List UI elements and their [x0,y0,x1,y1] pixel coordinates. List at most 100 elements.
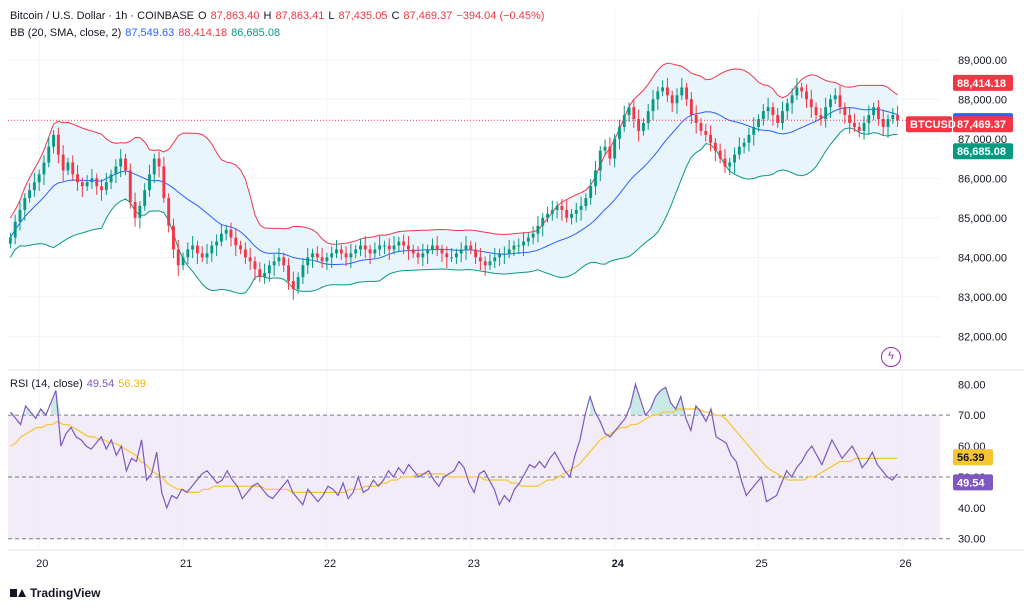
symbol-title: Bitcoin / U.S. Dollar · 1h · COINBASE [10,10,194,22]
bb-legend[interactable]: BB (20, SMA, close, 2) 87,549.63 88,414.18… [10,27,284,39]
rsi-value-label-bg [953,474,993,491]
candle-up [430,245,434,250]
candle-up [359,245,362,250]
candle-up [450,257,454,259]
candle-up [886,119,890,127]
candle-up [296,277,300,289]
candle-down [172,225,175,250]
low-value: 87,435.05 [338,10,388,22]
candle-down [162,166,166,199]
candle-down [320,257,324,262]
candle-up [598,150,602,171]
candle-down [368,249,372,254]
candle-up [66,162,70,171]
symbol-tag-bg [906,116,952,133]
candle-down [853,122,856,127]
candle-up [186,249,190,258]
high-value: 87,863.41 [275,10,325,22]
candle-down [282,257,286,266]
candle-up [181,257,185,266]
candle-up [761,111,765,120]
candle-down [896,115,900,121]
symbol-header: Bitcoin / U.S. Dollar · 1h · COINBASE O 87… [10,10,548,22]
candle-up [148,174,151,191]
flash-icon[interactable]: ϟ [881,347,901,367]
candle-up [541,217,545,226]
bb-label: BB (20, SMA, close, 2) [10,27,122,39]
bb-upper-line [9,62,898,245]
candle-up [272,261,276,266]
candle-down [723,158,727,167]
close-label: C [391,10,400,22]
low-label: L [328,10,335,22]
rsi-overbought-fill [665,387,671,416]
candle-up [531,233,535,238]
candle-up [824,107,828,120]
candle-up [589,186,593,199]
bb-mid-line [9,107,898,265]
candle-down [363,245,367,250]
candle-up [325,257,329,262]
candle-up [13,221,17,238]
candle-up [570,213,573,218]
candle-down [843,107,847,116]
candle-down [608,146,612,159]
candle-up [737,146,741,155]
candle-up [656,91,660,100]
bb-lower-price-label-bg [953,143,1013,160]
candle-up [680,87,684,96]
candle-down [838,95,842,108]
candle-up [219,233,223,242]
candle-up [550,209,554,214]
bb-mid-value: 87,549.63 [125,27,175,39]
candle-up [574,209,578,214]
price-tick-label: 82,000.00 [958,331,1007,343]
bb-lower-value: 86,685.08 [231,27,281,39]
candle-up [37,174,41,183]
candle-up [421,253,425,258]
candle-up [757,119,760,127]
candle-up [502,253,506,255]
candle-up [52,134,55,147]
rsi-tick-label: 30.00 [958,534,986,546]
rsi-overbought-fill [655,390,661,416]
rsi-value: 49.54 [86,378,115,390]
candle-down [440,249,444,254]
candle-up [728,162,732,167]
candle-up [512,245,516,250]
rsi-pane [8,382,950,540]
candle-down [61,154,65,171]
candle-up [454,253,458,258]
candle-down [474,249,478,258]
candle-down [771,107,775,116]
candle-down [128,170,132,203]
candle-up [546,213,549,218]
candle-down [704,130,708,135]
candle-up [152,158,156,175]
price-tick-label: 86,000.00 [958,173,1007,185]
candle-up [752,126,756,135]
candle-down [71,162,75,175]
candle-up [330,253,334,258]
price-labels: 88,414.1887,549.6387,469.3786,685.08BTCU… [8,74,1013,491]
candle-up [138,205,142,218]
rsi-legend[interactable]: RSI (14, close) 49.54 56.39 [10,378,150,390]
candle-up [507,249,511,254]
candle-down [632,107,636,120]
candle-down [253,261,257,270]
candle-down [387,245,391,250]
close-price-label: 87,469.37 [957,119,1006,131]
time-tick-label: 26 [899,558,911,570]
candle-up [785,103,789,112]
bb-upper-price-label: 88,414.18 [957,78,1006,90]
candle-up [210,245,214,254]
candle-down [234,237,238,246]
candle-down [243,249,247,258]
candle-down [665,87,669,96]
candle-down [124,158,127,171]
candle-up [742,142,746,147]
time-tick-label: 23 [468,558,480,570]
candle-down [287,265,290,282]
candle-up [536,225,540,234]
